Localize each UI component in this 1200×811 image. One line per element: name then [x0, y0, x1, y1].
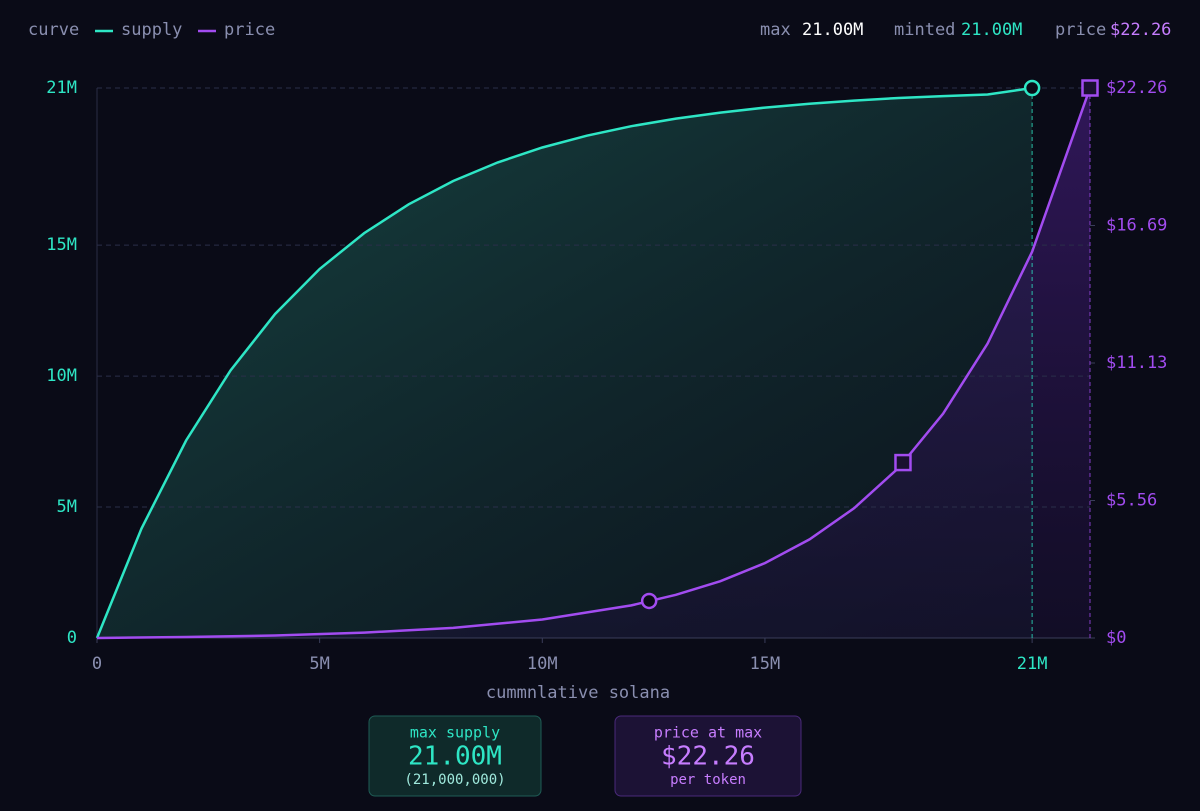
- y-tick-label: 10M: [46, 366, 77, 386]
- card-title: price at max: [654, 724, 762, 742]
- marker: [1023, 79, 1041, 97]
- stat-value: 21.00M: [802, 20, 863, 40]
- area: [97, 88, 1033, 638]
- marker: [1081, 79, 1099, 97]
- y2-tick-label: $5.56: [1106, 491, 1157, 511]
- stat-value: $22.26: [1110, 20, 1171, 40]
- legend-title: curve: [28, 20, 79, 40]
- x-tick-label: 0: [92, 654, 102, 674]
- y2-tick-label: $16.69: [1106, 216, 1167, 236]
- marker: [894, 453, 912, 472]
- y-tick-label: 0: [67, 628, 77, 648]
- y2-tick-label: $22.26: [1106, 78, 1167, 98]
- x-tick-label: 21M: [1017, 654, 1048, 674]
- line: [96, 87, 1092, 640]
- line: [95, 86, 1033, 639]
- stat-label: price: [1055, 20, 1106, 40]
- card-note: (21,000,000): [404, 772, 505, 788]
- stat-label: max: [760, 20, 791, 40]
- legend-label: price: [224, 20, 275, 40]
- card: [368, 715, 542, 797]
- y-tick-label: 15M: [46, 235, 77, 255]
- card-note: per token: [670, 772, 746, 788]
- marker: [640, 592, 658, 610]
- y-tick-label: 21M: [46, 78, 77, 98]
- card-value: 21.00M: [408, 742, 502, 772]
- stat-label: minted: [894, 20, 955, 40]
- x-tick-label: 10M: [527, 654, 558, 674]
- x-tick-label: 15M: [750, 654, 781, 674]
- x-axis-label: cummnlative solana: [486, 683, 670, 703]
- area: [97, 88, 1090, 638]
- y2-tick-label: $0: [1106, 628, 1126, 648]
- card: [614, 715, 802, 797]
- legend-label: supply: [121, 20, 182, 40]
- y2-tick-label: $11.13: [1106, 353, 1167, 373]
- x-tick-label: 5M: [309, 654, 329, 674]
- stat-value: 21.00M: [961, 20, 1022, 40]
- y-tick-label: 5M: [57, 497, 77, 517]
- card-value: $22.26: [661, 742, 755, 772]
- card-title: max supply: [410, 724, 500, 742]
